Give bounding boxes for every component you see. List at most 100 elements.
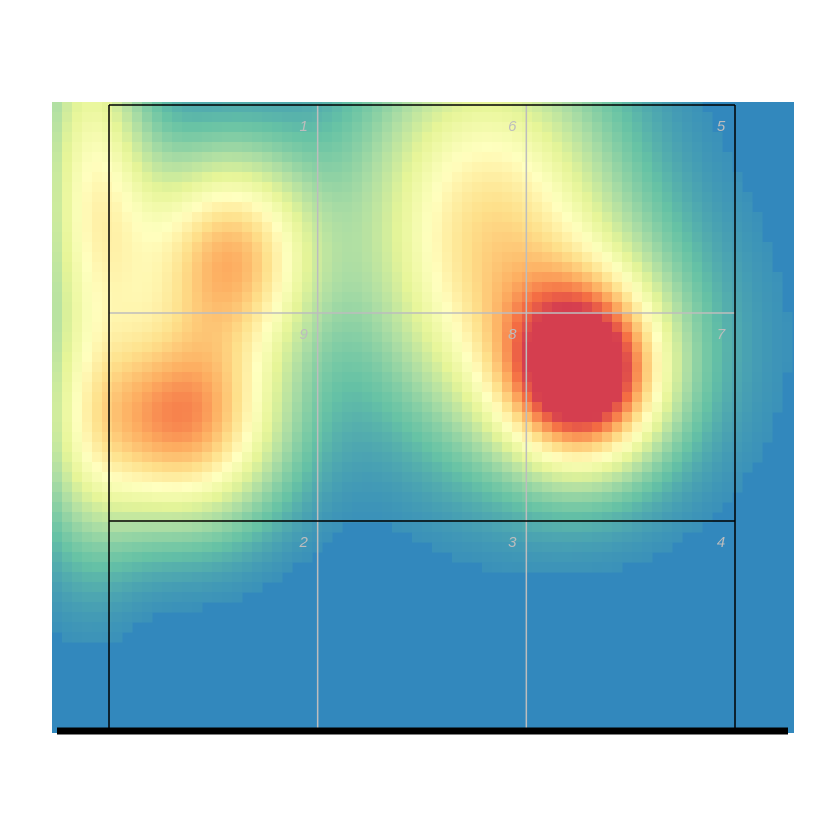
heatmap-cell	[62, 472, 73, 483]
heatmap-cell	[742, 262, 753, 273]
heatmap-cell	[432, 102, 443, 113]
heatmap-cell	[162, 452, 173, 463]
heatmap-cell	[142, 442, 153, 453]
heatmap-cell	[232, 572, 243, 583]
heatmap-cell	[402, 422, 413, 433]
heatmap-cell	[222, 352, 233, 363]
heatmap-cell	[502, 462, 513, 473]
heatmap-cell	[102, 532, 113, 543]
heatmap-cell	[162, 552, 173, 563]
heatmap-cell	[212, 252, 223, 263]
heatmap-cell	[442, 482, 453, 493]
heatmap-cell	[352, 282, 363, 293]
heatmap-cell	[552, 352, 563, 363]
heatmap-cell	[182, 342, 193, 353]
heatmap-cell	[622, 212, 633, 223]
heatmap-cell	[422, 212, 433, 223]
heatmap-cell	[702, 452, 713, 463]
heatmap-cell	[412, 182, 423, 193]
heatmap-cell	[142, 192, 153, 203]
heatmap-cell	[462, 502, 473, 513]
heatmap-cell	[472, 462, 483, 473]
heatmap-cell	[602, 552, 613, 563]
heatmap-cell	[72, 502, 83, 513]
heatmap-cell	[122, 372, 133, 383]
heatmap-cell	[672, 172, 683, 183]
heatmap-cell	[422, 102, 433, 113]
heatmap-cell	[372, 432, 383, 443]
heatmap-cell	[652, 442, 663, 453]
heatmap-cell	[282, 502, 293, 513]
heatmap-cell	[722, 222, 733, 233]
heatmap-cell	[692, 462, 703, 473]
heatmap-cell	[322, 352, 333, 363]
heatmap-cell	[712, 222, 723, 233]
heatmap-cell	[322, 112, 333, 123]
heatmap-cell	[162, 292, 173, 303]
heatmap-cell	[572, 192, 583, 203]
heatmap-cell	[692, 252, 703, 263]
heatmap-cell	[252, 142, 263, 153]
heatmap-cell	[552, 392, 563, 403]
heatmap-cell	[162, 202, 173, 213]
heatmap-cell	[112, 202, 123, 213]
heatmap-cell	[92, 172, 103, 183]
heatmap-cell	[592, 432, 603, 443]
heatmap-cell	[462, 292, 473, 303]
heatmap-cell	[412, 442, 423, 453]
heatmap-cell	[402, 342, 413, 353]
heatmap-cell	[502, 542, 513, 553]
heatmap-cell	[472, 172, 483, 183]
heatmap-cell	[372, 442, 383, 453]
heatmap-cell	[262, 512, 273, 523]
heatmap-cell	[602, 502, 613, 513]
heatmap-cell	[662, 292, 673, 303]
heatmap-cell	[682, 482, 693, 493]
heatmap-cell	[292, 232, 303, 243]
heatmap-cell	[762, 242, 773, 253]
heatmap-cell	[182, 102, 193, 113]
heatmap-cell	[122, 232, 133, 243]
heatmap-cell	[382, 222, 393, 233]
heatmap-cell	[292, 242, 303, 253]
heatmap-cell	[132, 182, 143, 193]
heatmap-cell	[362, 302, 373, 313]
heatmap-cell	[742, 212, 753, 223]
heatmap-cell	[402, 272, 413, 283]
heatmap-cell	[72, 302, 83, 313]
heatmap-cell	[322, 372, 333, 383]
heatmap-cell	[352, 322, 363, 333]
heatmap-cell	[222, 422, 233, 433]
heatmap-cell	[452, 452, 463, 463]
heatmap-cell	[402, 222, 413, 233]
heatmap-cell	[342, 362, 353, 373]
heatmap-cell	[422, 252, 433, 263]
heatmap-cell	[372, 262, 383, 273]
heatmap-cell	[562, 212, 573, 223]
heatmap-cell	[692, 322, 703, 333]
heatmap-cell	[712, 322, 723, 333]
heatmap-cell	[272, 542, 283, 553]
heatmap-cell	[452, 302, 463, 313]
heatmap-cell	[562, 422, 573, 433]
heatmap-cell	[772, 282, 783, 293]
heatmap-cell	[552, 502, 563, 513]
heatmap-cell	[262, 392, 273, 403]
heatmap-cell	[452, 532, 463, 543]
heatmap-cell	[132, 102, 143, 113]
heatmap-cell	[732, 402, 743, 413]
heatmap-cell	[302, 262, 313, 273]
heatmap-cell	[282, 402, 293, 413]
heatmap-cell	[322, 382, 333, 393]
heatmap-cell	[112, 462, 123, 473]
heatmap-cell	[712, 242, 723, 253]
heatmap-cell	[472, 142, 483, 153]
heatmap-cell	[292, 422, 303, 433]
heatmap-cell	[102, 422, 113, 433]
heatmap-cell	[272, 422, 283, 433]
heatmap-cell	[72, 492, 83, 503]
heatmap-cell	[72, 202, 83, 213]
heatmap-cell	[742, 332, 753, 343]
heatmap-cell	[572, 302, 583, 313]
heatmap-cell	[92, 332, 103, 343]
